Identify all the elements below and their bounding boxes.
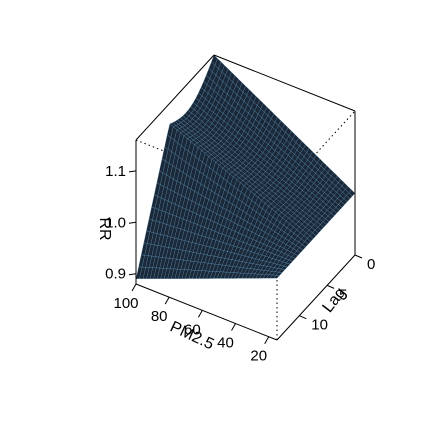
box-edge	[135, 54, 215, 141]
x-tick-label: 60	[184, 321, 201, 338]
x-tick-label: 20	[250, 348, 267, 365]
z-tick	[128, 273, 137, 276]
z-tick-label: 1.1	[105, 163, 126, 180]
x-tick	[131, 283, 137, 292]
axes: 0.9 1.0 1.1 20 40 60 80 100 0 5 10	[105, 163, 375, 365]
x-tick	[197, 310, 203, 318]
box-front-edges	[135, 54, 356, 341]
z-tick-label: 1.0	[105, 214, 126, 231]
box-edge	[213, 54, 356, 112]
y-tick-label: 10	[311, 317, 328, 334]
x-tick-label: 100	[113, 295, 138, 312]
x-tick-label: 80	[151, 308, 168, 325]
y-tick	[354, 254, 363, 259]
y-tick-label: 5	[339, 286, 347, 303]
box-edge	[276, 254, 356, 341]
x-tick	[264, 336, 270, 344]
surface-facet	[273, 274, 281, 279]
y-tick	[326, 284, 335, 289]
z-tick	[128, 221, 137, 224]
z-tick	[128, 170, 137, 173]
x-tick	[231, 323, 236, 331]
z-tick-label: 0.9	[105, 266, 126, 283]
y-tick-label: 0	[367, 256, 375, 273]
y-tick	[299, 315, 307, 320]
surface-mesh	[135, 54, 356, 280]
z-axis-title: RR	[96, 217, 113, 240]
x-tick	[164, 296, 170, 305]
x-tick-label: 40	[217, 335, 234, 352]
box-edge	[135, 283, 278, 341]
